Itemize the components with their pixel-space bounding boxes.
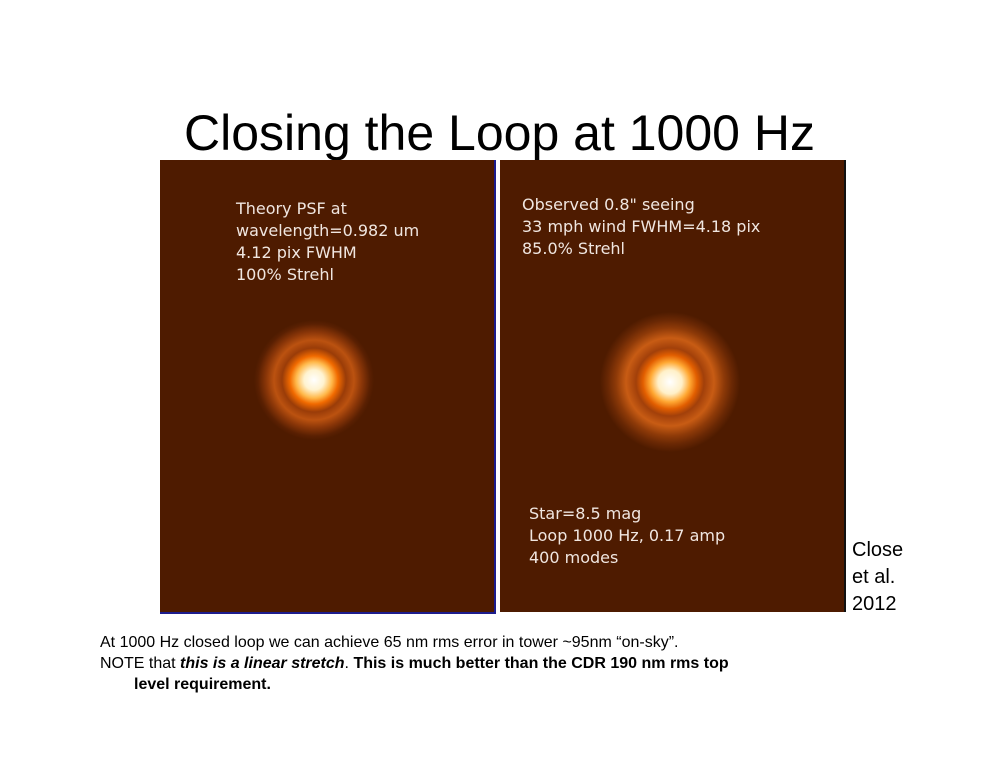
caption-note-prefix: NOTE that bbox=[100, 655, 181, 672]
observed-psf-label: Observed 0.8" seeing 33 mph wind FWHM=4.… bbox=[522, 195, 761, 258]
caption-line-1: At 1000 Hz closed loop we can achieve 65… bbox=[100, 634, 679, 651]
caption-bold-statement: This is much better than the CDR 190 nm … bbox=[353, 655, 729, 672]
caption-line-2: NOTE that this is a linear stretch. This… bbox=[100, 653, 920, 674]
slide-title: Closing the Loop at 1000 Hz bbox=[184, 105, 815, 161]
caption-line-3: level requirement. bbox=[100, 674, 920, 695]
theory-psf-image bbox=[254, 320, 374, 440]
theory-psf-panel: Theory PSF at wavelength=0.982 um 4.12 p… bbox=[160, 160, 496, 614]
caption: At 1000 Hz closed loop we can achieve 65… bbox=[100, 632, 920, 695]
theory-psf-label: Theory PSF at wavelength=0.982 um 4.12 p… bbox=[236, 199, 420, 284]
observed-psf-panel: Observed 0.8" seeing 33 mph wind FWHM=4.… bbox=[500, 160, 846, 612]
caption-emphasis: this is a linear stretch bbox=[180, 655, 345, 672]
loop-parameters-label: Star=8.5 mag Loop 1000 Hz, 0.17 amp 400 … bbox=[529, 504, 726, 567]
caption-period: . bbox=[344, 655, 354, 672]
caption-bold-continuation: level requirement. bbox=[134, 676, 271, 693]
citation: Close et al. 2012 bbox=[852, 539, 904, 615]
observed-psf-image bbox=[600, 312, 740, 452]
